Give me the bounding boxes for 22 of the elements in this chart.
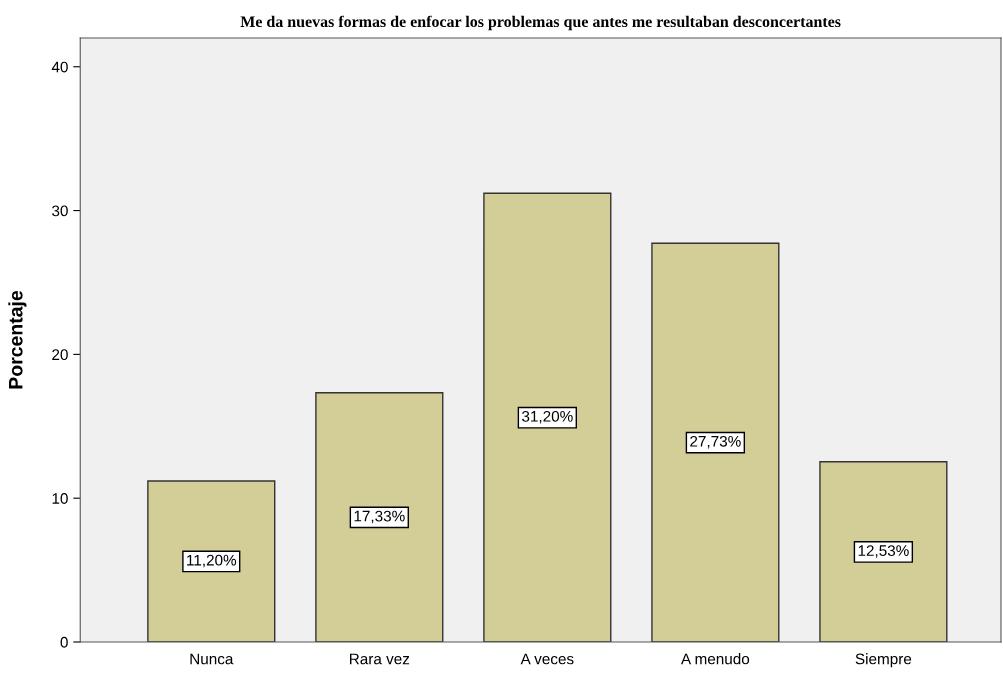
y-axis-title: Porcentaje [8,290,27,389]
chart-title: Me da nuevas formas de enfocar los problemas que antes me resultaban desconcertantes [240,15,841,31]
bar [147,480,276,642]
y-tick-label: 30 [52,205,68,217]
x-tick-label: Siempre [855,653,912,668]
bar [315,392,444,642]
data-label: 31,20% [522,410,573,424]
bar [819,461,948,642]
y-tick-label: 40 [51,61,68,73]
data-label: 17,33% [354,510,405,524]
x-tick-label: Nunca [190,653,234,665]
bar [651,242,780,642]
data-label: 11,20% [187,554,237,568]
y-tick-label: 10 [52,493,68,504]
data-label: 27,73% [690,435,741,449]
x-tick-label: A menudo [680,653,750,665]
data-label: 12,53% [858,545,909,558]
x-tick-label: A veces [520,653,574,665]
x-tick-label: Rara vez [350,653,410,665]
y-tick-label: 20 [52,349,68,361]
y-tick-label: 0 [60,636,68,648]
bar [483,192,612,642]
